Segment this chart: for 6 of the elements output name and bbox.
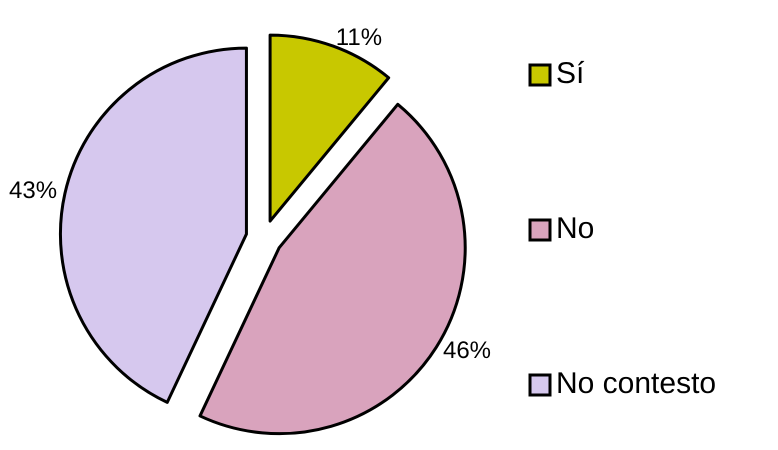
legend-label: Sí bbox=[556, 56, 586, 90]
data-label: 46% bbox=[443, 336, 492, 364]
legend-label: No contesto bbox=[556, 366, 716, 400]
data-label: 11% bbox=[336, 24, 382, 51]
legend-label: No bbox=[556, 212, 594, 245]
data-label: 43% bbox=[9, 177, 58, 204]
